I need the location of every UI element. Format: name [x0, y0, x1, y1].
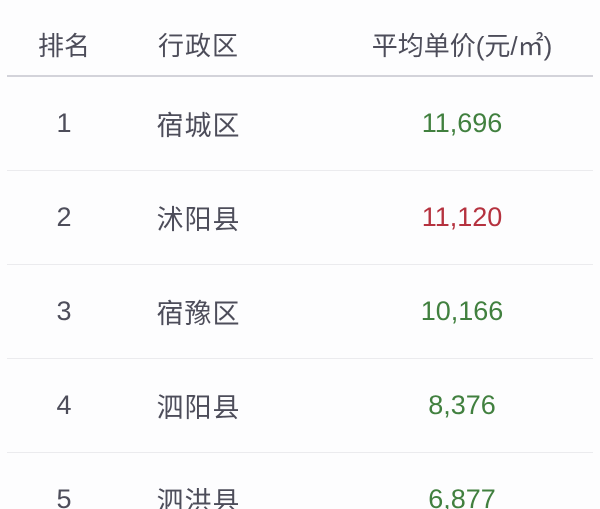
district-cell: 泗洪县: [156, 487, 241, 509]
rank-cell: 4: [56, 390, 72, 420]
rank-cell: 1: [56, 108, 72, 138]
table-row: 1 宿城区 11,696: [7, 77, 593, 171]
table-row: 3 宿豫区 10,166: [7, 265, 593, 359]
district-cell: 宿豫区: [156, 299, 241, 329]
district-cell: 沭阳县: [156, 205, 241, 235]
table-row: 4 泗阳县 8,376: [7, 359, 593, 453]
column-header-rank: 排名: [37, 31, 90, 61]
price-cell: 10,166: [420, 296, 504, 326]
district-cell: 泗阳县: [156, 393, 241, 423]
table-header-row: 排名 行政区 平均单价(元/㎡): [7, 8, 593, 77]
price-cell: 8,376: [428, 390, 496, 420]
price-cell: 11,696: [421, 108, 503, 138]
table-body: 1 宿城区 11,696 2 沭阳县 11,120 3 宿豫区 10,166 4…: [7, 77, 593, 509]
table-row: 2 沭阳县 11,120: [7, 171, 593, 265]
column-header-price: 平均单价(元/㎡): [371, 31, 553, 61]
price-ranking-table: 排名 行政区 平均单价(元/㎡) 1 宿城区 11,696 2 沭阳县 11,1…: [7, 8, 593, 509]
rank-cell: 2: [56, 202, 72, 232]
rank-cell: 3: [56, 296, 72, 326]
district-cell: 宿城区: [156, 111, 241, 141]
rank-cell: 5: [56, 484, 72, 509]
table-row: 5 泗洪县 6,877: [7, 453, 593, 509]
price-cell: 11,120: [421, 202, 503, 232]
price-cell: 6,877: [428, 484, 496, 509]
column-header-district: 行政区: [157, 31, 239, 61]
